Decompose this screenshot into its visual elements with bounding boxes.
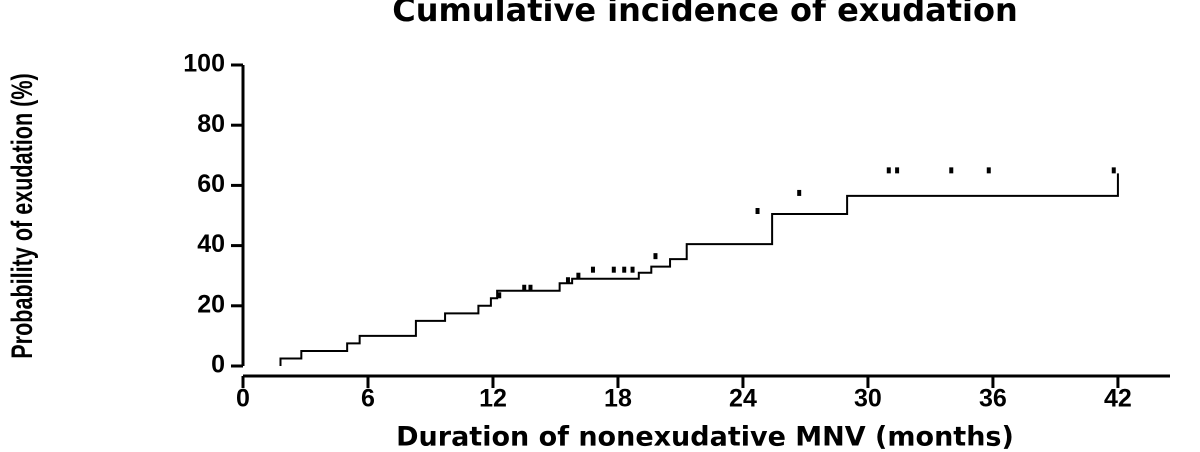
x-tick-label: 6 (361, 385, 375, 413)
y-tick-label: 0 (211, 351, 225, 379)
y-axis-label: Probability of exudation (%) (4, 73, 38, 358)
y-tick-label: 20 (197, 290, 225, 318)
step-line (279, 173, 1119, 366)
y-tick-label: 40 (197, 230, 225, 258)
y-tick-label: 100 (183, 50, 225, 78)
x-tick-label: 18 (604, 385, 632, 413)
x-tick-label: 24 (729, 385, 757, 413)
x-tick-label: 12 (479, 385, 507, 413)
y-tick-label: 60 (197, 170, 225, 198)
chart-title: Cumulative incidence of exudation (392, 0, 1018, 29)
x-tick-label: 0 (236, 385, 250, 413)
x-axis-label: Duration of nonexudative MNV (months) (396, 422, 1014, 452)
x-tick-label: 36 (979, 385, 1007, 413)
x-tick-label: 42 (1104, 385, 1132, 413)
y-tick-label: 80 (197, 110, 225, 138)
x-tick-label: 30 (854, 385, 882, 413)
